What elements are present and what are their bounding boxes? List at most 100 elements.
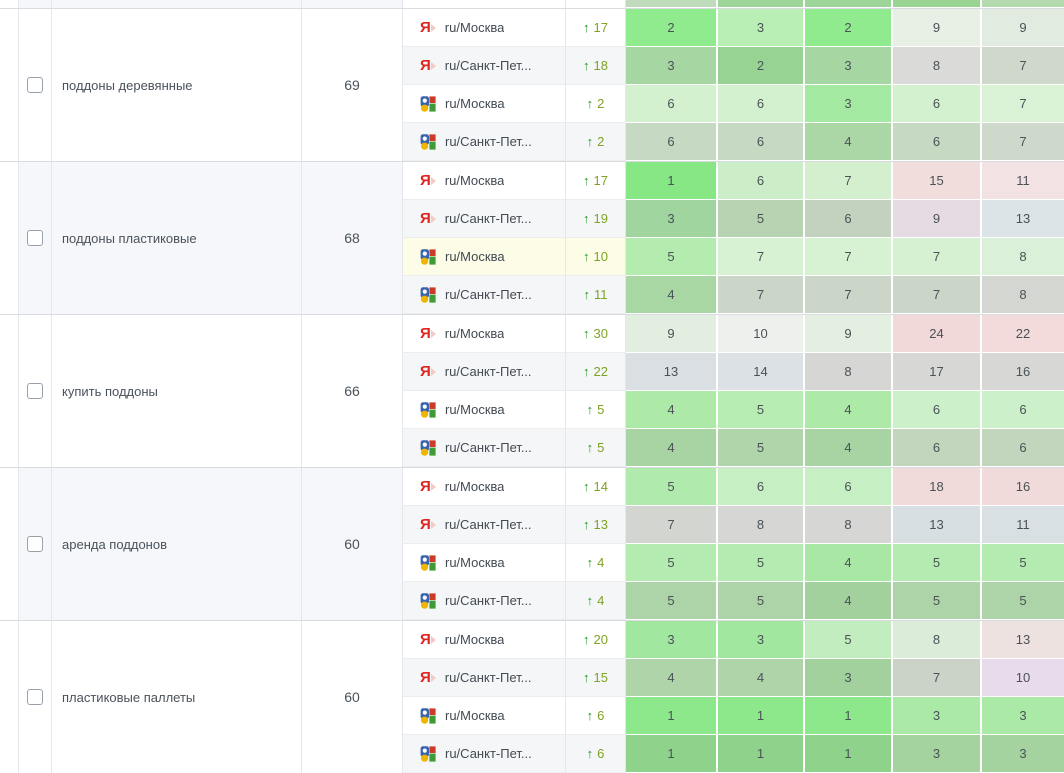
- change-value: 22: [593, 364, 608, 379]
- google-icon: [420, 401, 436, 418]
- google-icon: [420, 439, 436, 456]
- engine-region-cell[interactable]: ru/Москва: [403, 697, 566, 735]
- keyword-cell[interactable]: поддоны деревянные: [52, 9, 302, 161]
- up-arrow-icon: ↑: [583, 364, 590, 379]
- keyword-checkbox[interactable]: [27, 383, 43, 399]
- position-cell: 22: [982, 315, 1064, 353]
- position-cell: 7: [893, 659, 982, 697]
- position-cell: 6: [982, 391, 1064, 429]
- position-cell: 4: [626, 391, 718, 429]
- position-cell: 9: [893, 200, 982, 238]
- gutter-column: [0, 162, 19, 314]
- position-cell: 3: [626, 47, 718, 85]
- search-volume-cell: 66: [302, 315, 403, 467]
- position-cell: 11: [982, 506, 1064, 544]
- position-cell: 5: [982, 544, 1064, 582]
- position-cell: 6: [718, 468, 805, 506]
- keyword-checkbox[interactable]: [27, 536, 43, 552]
- region-label: ru/Москва: [445, 402, 505, 417]
- up-arrow-icon: ↑: [583, 287, 591, 302]
- position-cell: 4: [718, 659, 805, 697]
- region-label: ru/Санкт-Пет...: [444, 670, 532, 685]
- region-label: ru/Санкт-Пет...: [444, 364, 532, 379]
- keyword-cell[interactable]: купить поддоны: [52, 315, 302, 467]
- rank-change-cell: ↑ 5: [566, 429, 626, 467]
- position-cell: 5: [718, 544, 805, 582]
- keyword-checkbox[interactable]: [27, 77, 43, 93]
- position-cell: 6: [626, 123, 718, 161]
- rank-change-cell: ↑ 4: [566, 582, 626, 620]
- position-cell: 1: [626, 735, 718, 773]
- change-value: 17: [593, 173, 608, 188]
- position-cell: 17: [893, 353, 982, 391]
- position-cell: 8: [982, 238, 1064, 276]
- engine-region-cell[interactable]: ru/Санкт-Пет...: [403, 123, 566, 161]
- engine-region-cell[interactable]: ru/Санкт-Пет...: [403, 735, 566, 773]
- search-volume-cell: [302, 0, 403, 8]
- engine-region-cell[interactable]: ru/Москва: [403, 544, 566, 582]
- engine-region-cell[interactable]: ru/Санкт-Пет...: [403, 582, 566, 620]
- region-label: ru/Санкт-Пет...: [444, 211, 532, 226]
- region-label: ru/Москва: [444, 632, 505, 647]
- position-cell: 7: [805, 276, 893, 314]
- position-cell: 3: [982, 697, 1064, 735]
- rank-change-cell: ↑ 2: [566, 85, 626, 123]
- position-cell: 1: [805, 735, 893, 773]
- change-value: 18: [593, 58, 608, 73]
- keyword-cell[interactable]: аренда поддонов: [52, 468, 302, 620]
- engine-region-cell[interactable]: ru/Санкт-Пет...: [403, 276, 566, 314]
- position-cell: 8: [718, 506, 805, 544]
- keyword-checkbox[interactable]: [27, 689, 43, 705]
- engine-region-cell[interactable]: ru/Москва: [403, 238, 566, 276]
- up-arrow-icon: ↑: [583, 670, 590, 685]
- search-volume-value: 66: [344, 383, 360, 399]
- position-cell: 3: [626, 621, 718, 659]
- position-cell: 5: [718, 429, 805, 467]
- up-arrow-icon: ↑: [586, 96, 594, 111]
- up-arrow-icon: ↑: [586, 134, 594, 149]
- engine-region-cell[interactable]: ru/Санкт-Пет...: [403, 429, 566, 467]
- position-cell: 5: [718, 200, 805, 238]
- engine-region-cell[interactable]: ru/Москва: [403, 85, 566, 123]
- keyword-checkbox[interactable]: [27, 230, 43, 246]
- keyword-cell[interactable]: поддоны пластиковые: [52, 162, 302, 314]
- up-arrow-icon: ↑: [586, 402, 594, 417]
- position-cell: 3: [805, 47, 893, 85]
- yandex-icon: Я: [420, 57, 436, 74]
- engine-row: ru/Санкт-Пет... ↑ 4 5 5 4 5 5: [403, 582, 1064, 620]
- position-cell: 3: [893, 697, 982, 735]
- position-cell: 3: [982, 735, 1064, 773]
- up-arrow-icon: ↑: [583, 326, 590, 341]
- rank-change-cell: ↑ 6: [566, 735, 626, 773]
- keyword-label: поддоны пластиковые: [62, 230, 197, 246]
- google-icon: [420, 95, 436, 112]
- position-cell: 4: [805, 544, 893, 582]
- position-cell: 7: [626, 506, 718, 544]
- rank-change-cell: ↑ 11: [566, 276, 626, 314]
- rank-change-cell: ↑ 2: [566, 123, 626, 161]
- checkbox-cell: [19, 315, 52, 467]
- google-icon: [420, 248, 436, 265]
- change-value: 13: [593, 517, 608, 532]
- search-volume-cell: 60: [302, 621, 403, 773]
- partial-top-row: [0, 0, 1064, 8]
- engine-region-cell[interactable]: ru/Москва: [403, 391, 566, 429]
- region-label: ru/Санкт-Пет...: [444, 517, 532, 532]
- rank-change-cell: ↑ 6: [566, 697, 626, 735]
- keyword-cell[interactable]: пластиковые паллеты: [52, 621, 302, 773]
- checkbox-cell: [19, 9, 52, 161]
- region-label: ru/Санкт-Пет...: [445, 593, 532, 608]
